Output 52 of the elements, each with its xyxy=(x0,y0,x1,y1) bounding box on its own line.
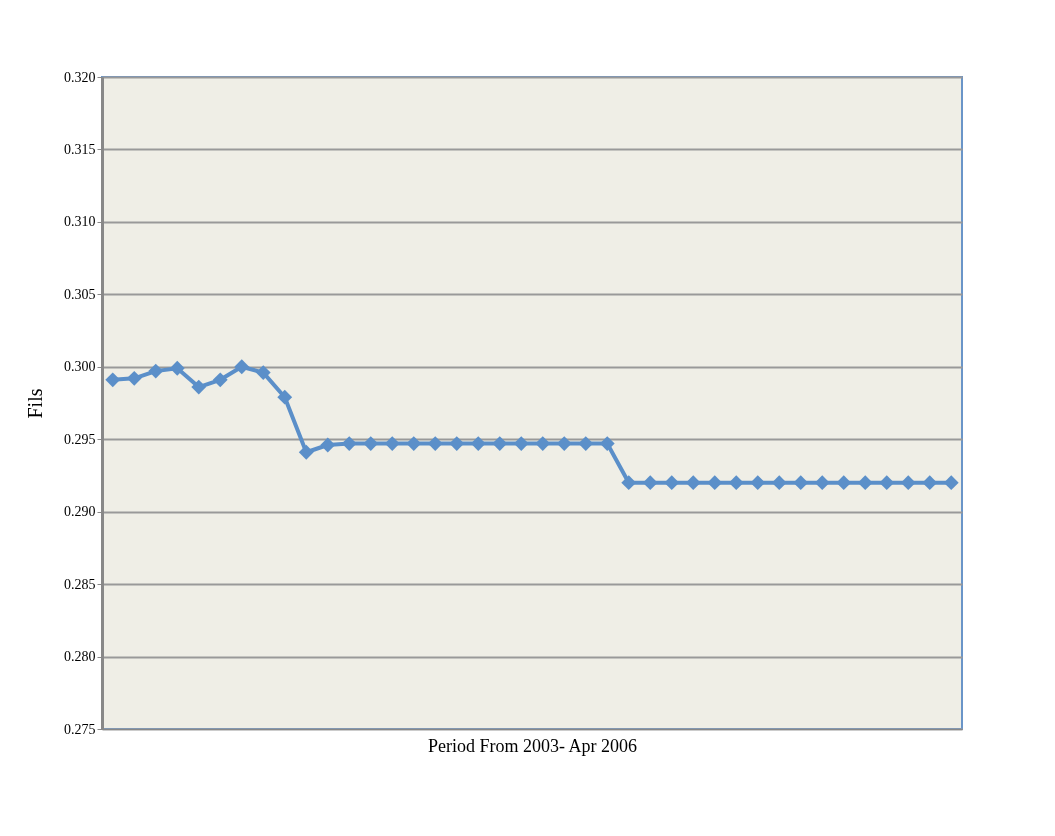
point xyxy=(922,475,938,491)
point xyxy=(621,475,637,491)
point xyxy=(513,436,529,451)
point xyxy=(664,475,680,491)
point xyxy=(298,444,314,460)
y-tick-label: 0.320 xyxy=(64,69,96,85)
point xyxy=(943,475,959,491)
point xyxy=(255,365,271,380)
y-tick-label: 0.310 xyxy=(64,214,96,230)
point xyxy=(750,475,766,491)
point xyxy=(449,436,465,451)
point xyxy=(642,475,658,491)
y-tick-label: 0.275 xyxy=(64,721,96,737)
y-tick-label: 0.315 xyxy=(64,141,96,157)
y-tick-label: 0.295 xyxy=(64,431,96,447)
y-tick-label: 0.280 xyxy=(64,649,96,665)
point xyxy=(599,436,615,451)
point xyxy=(406,436,422,451)
y-tick-label: 0.300 xyxy=(64,359,96,375)
point xyxy=(320,437,336,453)
point xyxy=(578,436,594,451)
point xyxy=(470,436,486,451)
point xyxy=(234,359,250,375)
point xyxy=(148,363,164,379)
point xyxy=(341,436,357,451)
point xyxy=(857,475,873,491)
point xyxy=(126,370,142,386)
point xyxy=(105,372,121,388)
point xyxy=(685,475,701,491)
point xyxy=(169,360,185,376)
point xyxy=(427,436,443,451)
point xyxy=(384,436,400,451)
point xyxy=(728,475,744,491)
y-tick-label: 0.290 xyxy=(64,504,96,520)
point xyxy=(277,389,293,405)
point xyxy=(707,475,723,491)
point xyxy=(535,436,551,451)
point xyxy=(492,436,508,451)
point xyxy=(900,475,916,491)
point xyxy=(879,475,895,491)
point xyxy=(814,475,830,491)
y-tick-label: 0.305 xyxy=(64,286,96,302)
point xyxy=(191,379,207,395)
point xyxy=(771,475,787,491)
x-axis-title: Period From 2003- Apr 2006 xyxy=(428,735,637,756)
point xyxy=(363,436,379,451)
point xyxy=(836,475,852,491)
y-axis-title: Fils xyxy=(24,388,46,419)
point xyxy=(212,372,228,388)
point xyxy=(556,436,572,451)
y-tick-label: 0.285 xyxy=(64,576,96,592)
point xyxy=(793,475,809,491)
